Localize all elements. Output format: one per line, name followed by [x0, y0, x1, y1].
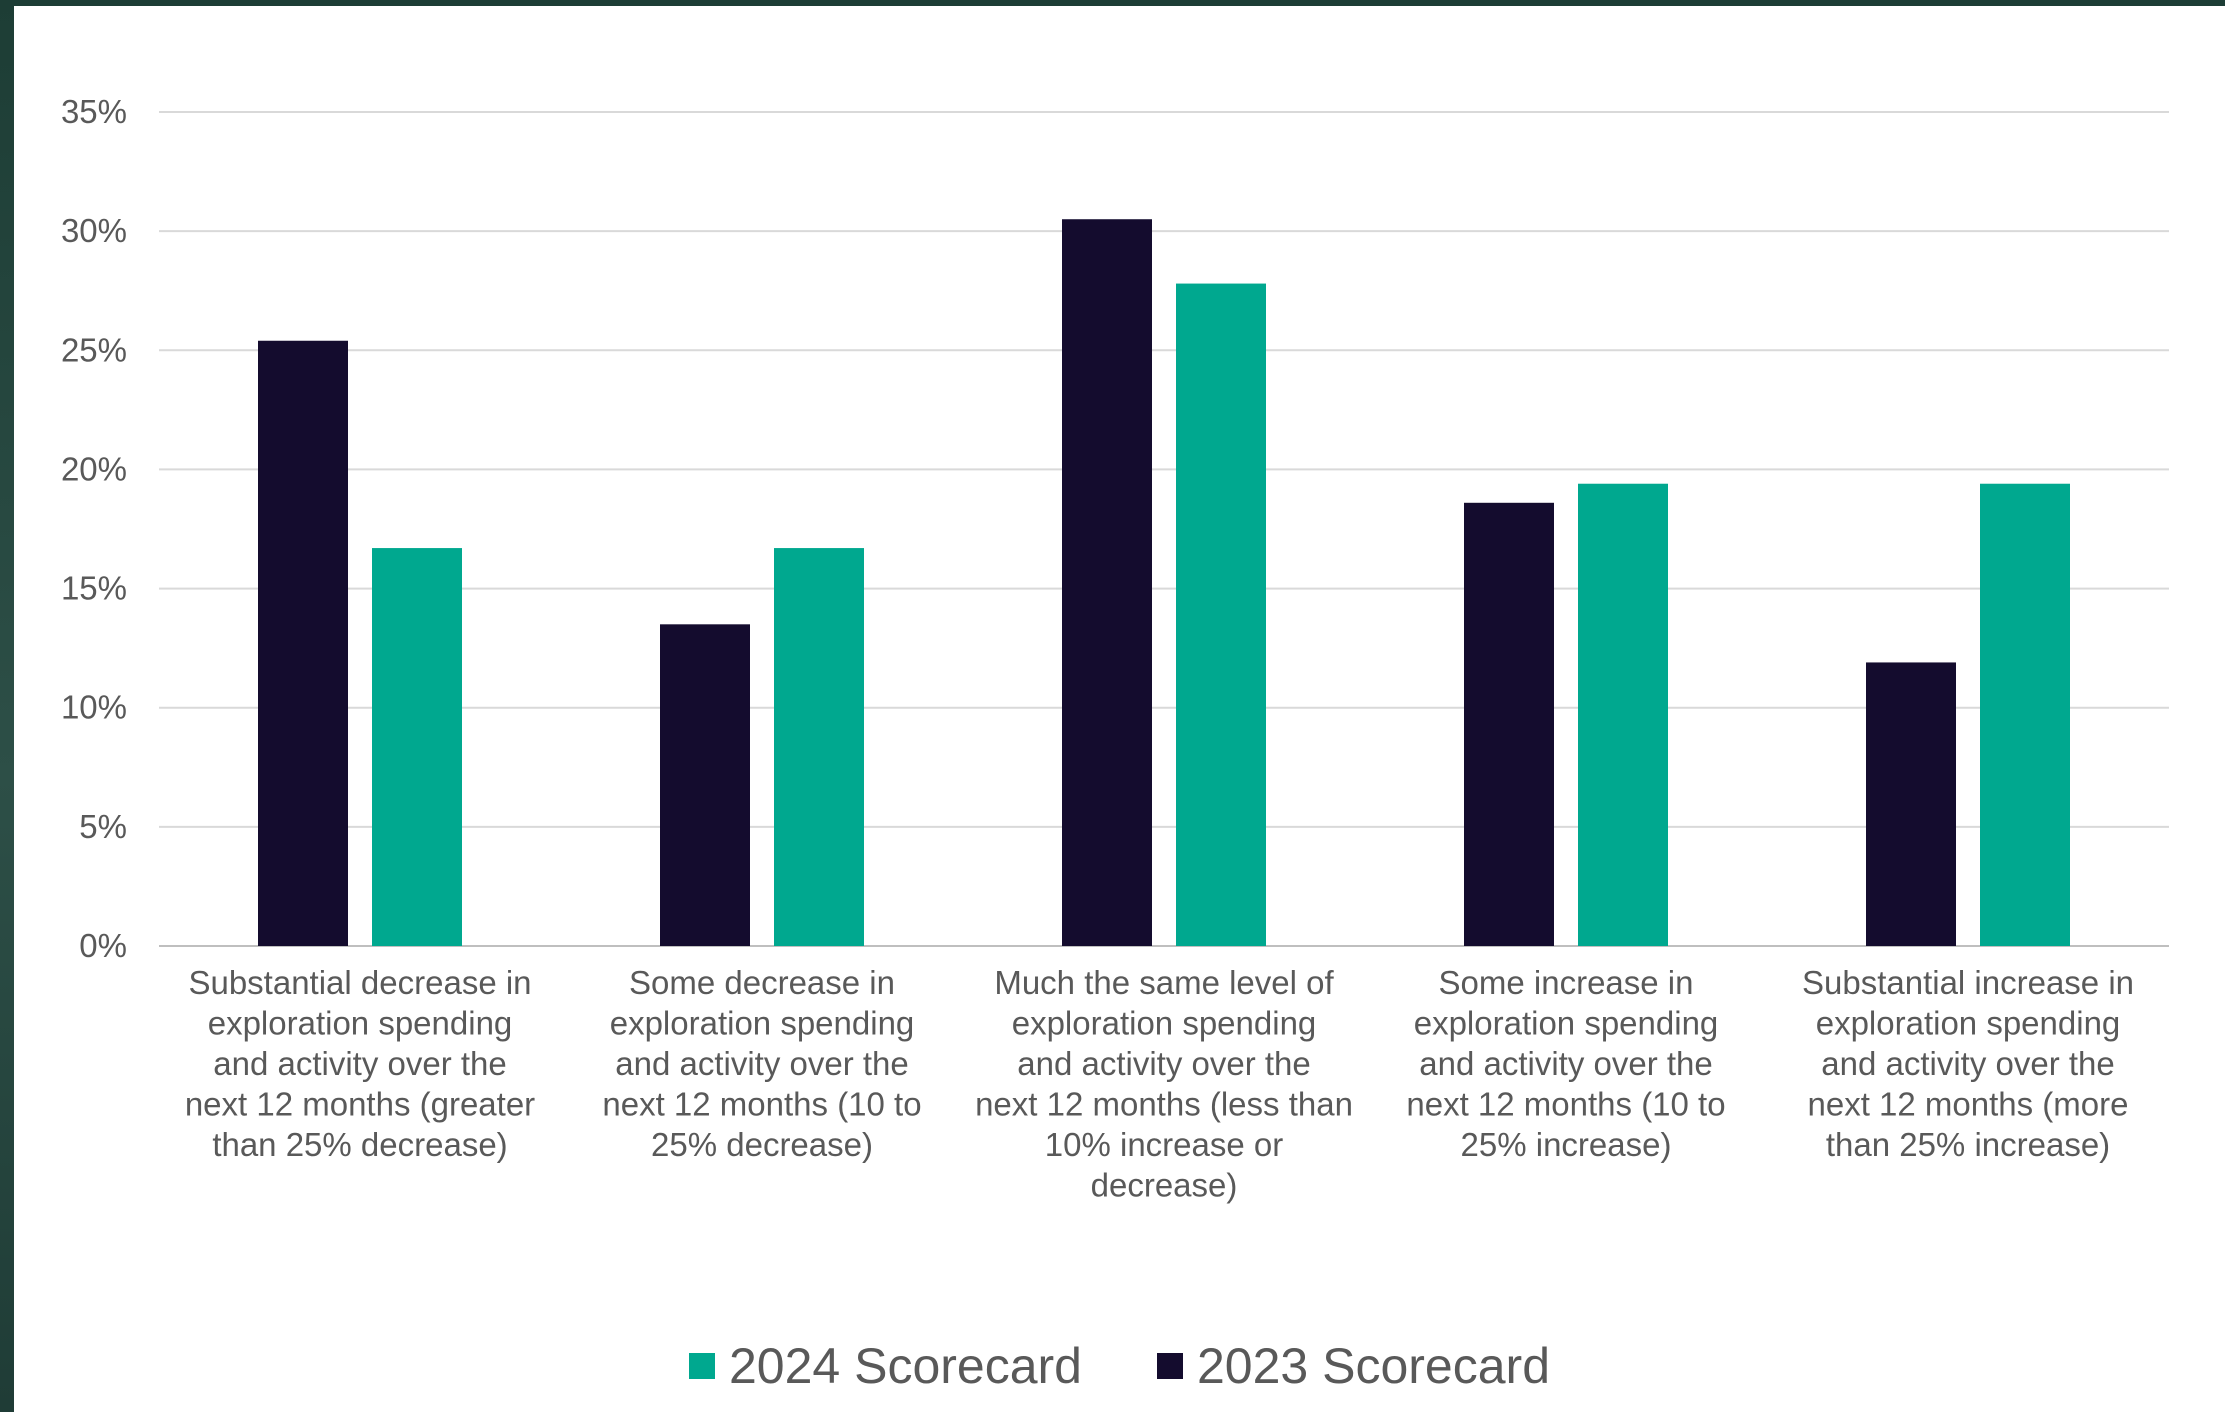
chart-legend: 2024 Scorecard 2023 Scorecard	[14, 1331, 2225, 1401]
bar-2023-1	[660, 624, 750, 946]
legend-item-2023: 2023 Scorecard	[1157, 1337, 1550, 1395]
y-tick-label-6: 30%	[61, 212, 127, 249]
x-category-label-2: Much the same level of exploration spendi…	[975, 964, 1353, 1204]
y-tick-label-5: 25%	[61, 331, 127, 368]
y-tick-label-7: 35%	[61, 93, 127, 130]
legend-label-2023: 2023 Scorecard	[1197, 1338, 1551, 1394]
y-tick-label-1: 5%	[79, 808, 127, 845]
x-category-label-4: Substantial increase in exploration spend…	[1802, 964, 2134, 1163]
x-category-label-0: Substantial decrease in exploration spend…	[185, 964, 535, 1163]
x-category-label-1: Some decrease in exploration spending and …	[602, 964, 921, 1163]
bar-2024-1	[774, 548, 864, 946]
legend-swatch-2023	[1157, 1353, 1183, 1379]
y-tick-label-4: 20%	[61, 450, 127, 487]
legend-label-2024: 2024 Scorecard	[728, 1338, 1082, 1394]
y-tick-label-0: 0%	[79, 927, 127, 964]
bar-2023-4	[1866, 662, 1956, 946]
y-tick-label-3: 15%	[61, 570, 127, 607]
legend-swatch-2024	[688, 1353, 715, 1379]
bar-2023-2	[1062, 219, 1152, 946]
legend-item-2024: 2024 Scorecard	[688, 1337, 1082, 1395]
bar-2024-4	[1980, 483, 2070, 946]
y-tick-label-2: 10%	[61, 689, 127, 726]
chart-panel: 0% 5% 10% 15% 20% 25% 30% 35% Substantial decrea…	[14, 6, 2225, 1412]
bar-2024-2	[1176, 283, 1266, 947]
bar-2024-3	[1578, 483, 1668, 946]
bar-chart: 0% 5% 10% 15% 20% 25% 30% 35% Substantial decrea…	[61, 93, 2169, 1204]
bar-2024-0	[372, 548, 462, 946]
bar-2023-0	[258, 340, 348, 946]
x-category-label-3: Some increase in exploration spending and …	[1406, 964, 1725, 1163]
bar-2023-3	[1464, 502, 1554, 946]
